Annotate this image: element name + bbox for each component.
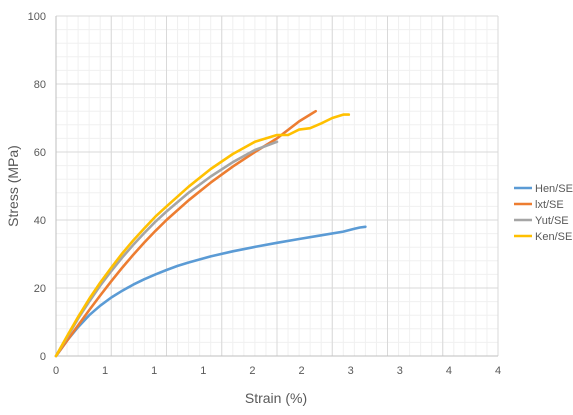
- y-tick-label: 60: [34, 147, 46, 159]
- series-line-ken-se: [54, 113, 351, 358]
- legend-item: Ken/SE: [514, 231, 572, 243]
- x-tick-label: 1: [151, 365, 157, 377]
- legend-item: Hen/SE: [514, 183, 573, 195]
- legend-item: lxt/SE: [514, 199, 564, 211]
- x-axis-title: Strain (%): [245, 390, 307, 406]
- legend-item: Yut/SE: [514, 215, 569, 227]
- y-tick-label: 0: [40, 351, 46, 363]
- legend-label: Yut/SE: [535, 215, 569, 227]
- legend: Hen/SE lxt/SE Yut/SE Ken/SE: [514, 183, 573, 243]
- axes: [55, 16, 498, 357]
- x-tick-label: 2: [249, 365, 255, 377]
- x-tick-label: 4: [495, 365, 501, 377]
- legend-label: lxt/SE: [535, 199, 564, 211]
- y-tick-label: 20: [34, 283, 46, 295]
- x-tick-label: 3: [348, 365, 354, 377]
- series-layer: [54, 109, 367, 358]
- y-tick-label: 80: [34, 79, 46, 91]
- y-tick-label: 100: [28, 11, 46, 23]
- x-tick-label: 1: [200, 365, 206, 377]
- x-tick-label: 0: [53, 365, 59, 377]
- series-line-lxt-se: [54, 109, 317, 358]
- x-tick-label: 3: [397, 365, 403, 377]
- y-axis-title: Stress (MPa): [5, 145, 21, 227]
- legend-label: Hen/SE: [535, 183, 573, 195]
- x-tick-label: 2: [298, 365, 304, 377]
- x-tick-label: 4: [446, 365, 452, 377]
- x-tick-label: 1: [102, 365, 108, 377]
- legend-label: Ken/SE: [535, 231, 572, 243]
- series-line-hen-se: [54, 225, 367, 358]
- x-tick-labels: 0 1 1 1 2 2 3 3 4 4: [53, 365, 501, 377]
- y-tick-labels: 0 20 40 60 80 100: [28, 11, 46, 363]
- y-tick-label: 40: [34, 215, 46, 227]
